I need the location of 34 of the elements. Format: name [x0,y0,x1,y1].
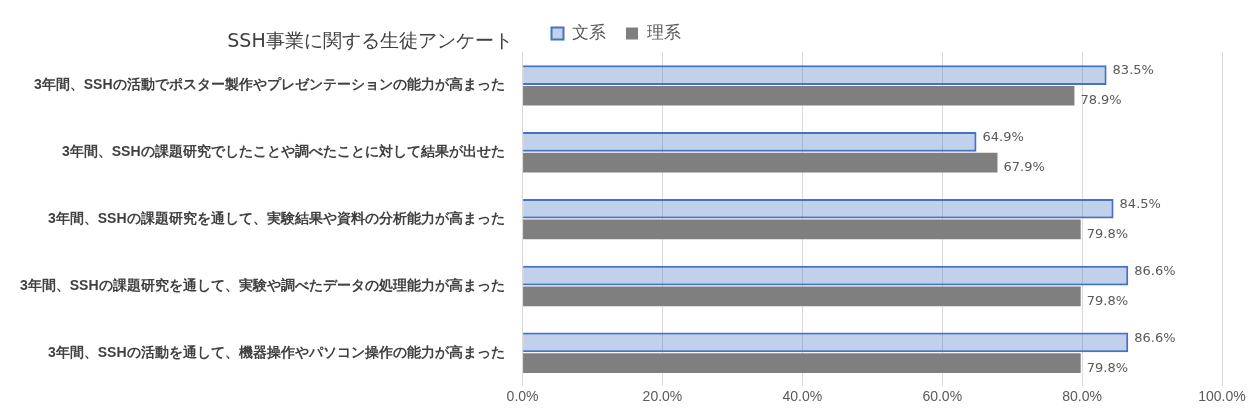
data-label: 67.9% [1003,159,1045,174]
data-label: 79.8% [1086,225,1129,241]
y-tick-label: 3年間、SSHの活動を通して、機器操作やパソコン操作の能力が高まった [47,343,505,360]
x-tick-label: 100.0% [1198,388,1246,405]
x-tick-label: 80.0% [1062,388,1102,405]
y-tick-label: 3年間、SSHの課題研究を通して、実験結果や資料の分析能力が高まった [47,209,505,226]
x-tick-label: 20.0% [642,388,683,405]
data-label: 83.5% [1112,62,1154,78]
bar [523,132,977,152]
data-label: 86.6% [1134,329,1176,345]
legend-label: 文系 [572,23,606,43]
bar [523,332,1129,353]
bar [523,198,1114,219]
y-tick-label: 3年間、SSHの活動でポスター製作やプレゼンテーションの能力が高まった [33,76,505,93]
y-tick-label: 3年間、SSHの課題研究でしたことや調べたことに対して結果が出せた [61,143,505,160]
data-label: 79.8% [1086,359,1129,375]
bar [523,65,1107,85]
bar [523,353,1081,373]
bar [523,85,1075,106]
x-tick-label: 0.0% [506,388,539,405]
legend-label: 理系 [646,23,681,43]
y-tick-label: 3年間、SSHの課題研究を通して、実験や調べたデータの処理能力が高まった [19,276,505,293]
bar [523,219,1081,240]
text: SSH事業に関する生徒アンケート [227,29,513,51]
bar [523,286,1081,307]
bar [523,265,1129,286]
bar [523,152,998,173]
data-label: 86.6% [1134,262,1176,278]
data-label: 79.8% [1086,292,1129,308]
x-tick-label: 40.0% [782,388,823,405]
data-label: 64.9% [982,129,1024,145]
data-label: 84.5% [1119,196,1161,212]
x-tick-label: 60.0% [922,388,963,405]
data-label: 78.9% [1080,92,1122,108]
